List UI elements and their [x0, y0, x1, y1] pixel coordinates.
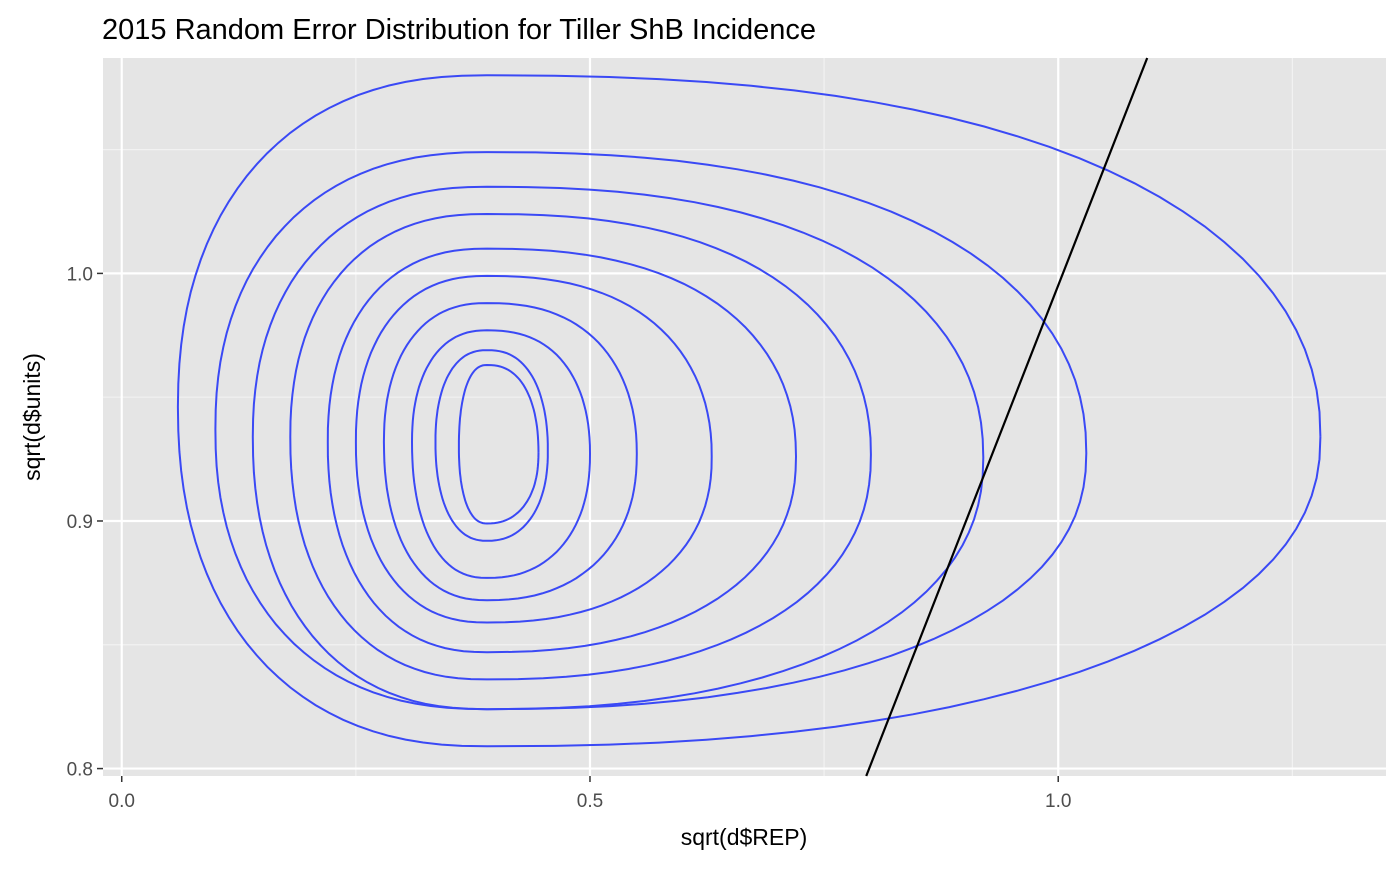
x-axis-ticks: 0.0 0.5 1.0 [109, 776, 1071, 812]
contour-level-3 [251, 185, 985, 711]
y-axis-label: sqrt(d$units) [19, 353, 45, 481]
contour-lines [176, 74, 1322, 748]
plot-panel [103, 58, 1386, 776]
chart-title: 2015 Random Error Distribution for Tille… [102, 14, 816, 46]
reference-line [865, 57, 1149, 777]
x-tick-label: 0.5 [577, 791, 603, 812]
contour-level-7 [382, 302, 638, 602]
x-tick-label: 0.0 [109, 791, 135, 812]
y-tick-label: 0.8 [67, 760, 93, 781]
minor-gridlines [103, 58, 1386, 776]
y-tick-label: 0.9 [67, 512, 93, 533]
reference-line-group [865, 57, 1149, 777]
x-tick-label: 1.0 [1045, 791, 1071, 812]
contour-level-6 [354, 274, 713, 624]
contour-level-4 [289, 212, 872, 681]
x-axis-label: sqrt(d$REP) [681, 824, 808, 850]
y-axis-ticks: 0.8 0.9 1.0 [67, 264, 103, 781]
contour-level-10 [457, 363, 540, 525]
contour-level-2 [214, 151, 1088, 711]
contour-level-8 [410, 329, 591, 579]
y-tick-label: 1.0 [67, 264, 93, 285]
contour-level-9 [434, 349, 549, 542]
contour-level-5 [326, 247, 797, 654]
contour-level-1 [176, 74, 1322, 748]
major-gridlines [103, 58, 1386, 776]
